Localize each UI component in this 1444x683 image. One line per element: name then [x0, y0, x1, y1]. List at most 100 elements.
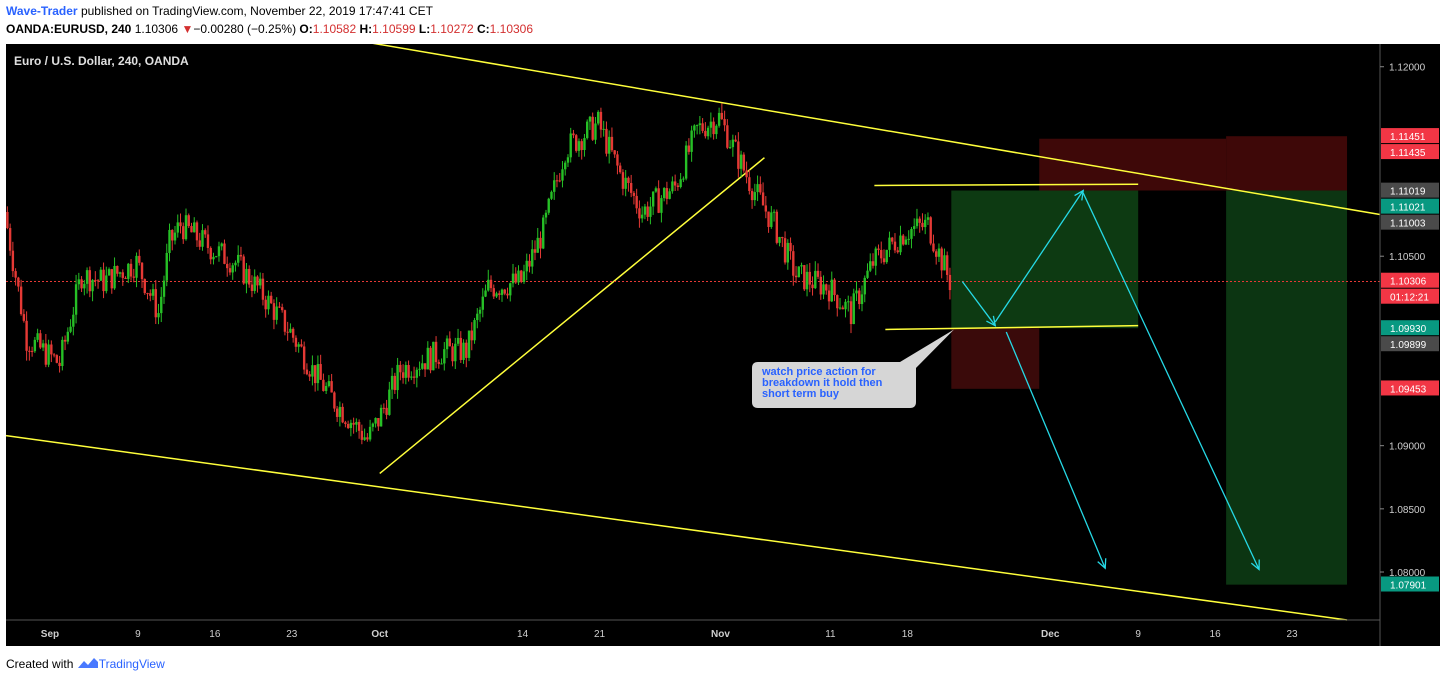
candle-body	[390, 375, 394, 390]
candle-body	[904, 239, 908, 245]
bounce-up-arrow-path	[994, 190, 1084, 323]
symbol-label: OANDA:EURUSD, 240	[6, 22, 132, 36]
x-tick-label: Oct	[371, 629, 388, 640]
short-stop-zone-1	[1039, 138, 1227, 191]
candle-body	[105, 275, 108, 292]
candle-body	[228, 268, 232, 273]
candle-body	[937, 248, 941, 257]
chart-panel[interactable]: Euro / U.S. Dollar, 240, OANDA watch pri…	[5, 30, 1440, 646]
candle-body	[717, 112, 721, 126]
candle-body	[366, 437, 369, 440]
candle-body	[880, 249, 883, 259]
candle-body	[118, 272, 122, 274]
x-tick-label: 9	[135, 629, 141, 640]
candle-body	[819, 276, 822, 295]
callout-line-1: watch price action for	[761, 366, 876, 378]
candle-body	[476, 313, 479, 321]
candle-body	[805, 271, 809, 290]
candle-body	[473, 320, 476, 341]
candle-body	[866, 270, 869, 278]
low-label: L:	[418, 22, 431, 36]
x-tick-label: 9	[1135, 629, 1141, 640]
price-label-bg	[1381, 214, 1439, 230]
price-label-text: 1.07901	[1390, 581, 1427, 592]
candle-body	[945, 255, 949, 275]
candle-body	[385, 407, 388, 415]
tradingview-brand[interactable]: TradingView	[98, 657, 165, 671]
candle-body	[495, 293, 498, 297]
candle-body	[948, 274, 952, 291]
candle-body	[858, 290, 861, 305]
candle-body	[814, 270, 817, 289]
candle-body	[778, 236, 781, 243]
candle-body	[657, 188, 660, 213]
candle-body	[509, 283, 512, 296]
candle-body	[723, 119, 726, 126]
candle-body	[690, 130, 693, 152]
candle-body	[396, 364, 399, 391]
y-tick-label: 1.08000	[1389, 568, 1426, 579]
drop-to-support-arrow	[961, 281, 997, 327]
short-stop-zone-2	[1226, 136, 1348, 191]
price-label-text: 1.11021	[1390, 203, 1426, 214]
price-label: 1.11021	[1381, 198, 1439, 214]
candle-body	[264, 299, 267, 310]
breakdown-arrow	[1005, 331, 1107, 570]
candle-body	[245, 268, 248, 284]
price-change: −0.00280 (−0.25%)	[193, 22, 297, 36]
candle-body	[206, 234, 210, 248]
candle-body	[536, 237, 539, 253]
candle-body	[838, 307, 842, 309]
candle-body	[932, 243, 935, 252]
candle-body	[676, 185, 680, 188]
candle-body	[357, 421, 361, 431]
annotation-callout[interactable]: watch price action for breakdown it hold…	[752, 329, 954, 408]
price-label-bg	[1381, 288, 1439, 304]
candle-body	[429, 347, 432, 371]
callout-line-3: short term buy	[762, 388, 840, 400]
candle-body	[179, 222, 182, 227]
candle-body	[404, 365, 408, 378]
candle-body	[454, 343, 457, 362]
candle-body	[341, 406, 344, 423]
candle-body	[470, 330, 473, 341]
candle-body	[308, 374, 311, 377]
candle-body	[261, 278, 265, 300]
candle-body	[443, 349, 446, 364]
candle-body	[278, 306, 281, 308]
candle-body	[77, 279, 81, 285]
x-tick-label: Sep	[41, 629, 59, 640]
close-label: C:	[476, 22, 490, 36]
candle-body	[797, 266, 800, 278]
candle-body	[610, 136, 614, 151]
candle-body	[550, 191, 553, 199]
author-link[interactable]: Wave-Trader	[6, 4, 78, 18]
price-label-bg	[1381, 198, 1439, 214]
candle-body	[918, 218, 921, 223]
candle-body	[127, 263, 130, 279]
candle-body	[168, 229, 171, 253]
candle-body	[745, 170, 748, 178]
candle-body	[377, 418, 380, 427]
candle-body	[860, 294, 864, 305]
candle-body	[841, 307, 844, 310]
candle-body	[874, 248, 877, 266]
candle-body	[618, 165, 622, 173]
candle-body	[22, 314, 26, 321]
candle-body	[223, 243, 226, 264]
candle-body	[646, 206, 649, 217]
candle-body	[789, 242, 792, 252]
candle-body	[6, 212, 9, 229]
drop-to-support-arrow-path	[961, 281, 996, 327]
candle-body	[173, 232, 177, 241]
drop-to-support-arrow-head	[986, 315, 997, 327]
candle-body	[800, 265, 803, 267]
candle-body	[811, 284, 814, 289]
candle-body	[157, 313, 160, 318]
candle-body	[96, 280, 100, 282]
candle-body	[498, 293, 501, 295]
price-chart[interactable]: Euro / U.S. Dollar, 240, OANDA watch pri…	[5, 30, 1440, 646]
candle-body	[247, 268, 251, 285]
candle-body	[564, 162, 567, 170]
candle-body	[242, 256, 245, 284]
